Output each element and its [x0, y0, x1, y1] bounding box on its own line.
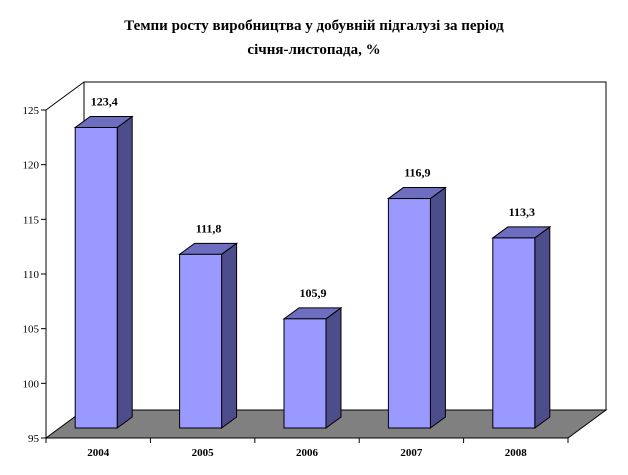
bar-front — [492, 237, 536, 429]
bar-side — [534, 225, 551, 429]
data-label: 116,9 — [404, 166, 430, 180]
x-category-label: 2004 — [87, 447, 110, 459]
y-tick-label: 105 — [23, 324, 40, 336]
data-label: 111,8 — [196, 221, 222, 235]
chart-title-line-1: Темпи росту виробництва у добувній підга… — [124, 18, 504, 34]
x-category-label: 2007 — [400, 447, 423, 459]
y-tick-label: 125 — [23, 105, 40, 117]
chart-title-line-2: січня-листопада, % — [247, 42, 381, 58]
y-tick-label: 95 — [28, 433, 40, 445]
bar-front — [387, 198, 431, 429]
data-label: 113,3 — [509, 205, 535, 219]
x-category-label: 2008 — [505, 447, 528, 459]
x-category-label: 2006 — [296, 447, 319, 459]
bar-side — [221, 242, 238, 429]
bar-front — [283, 318, 327, 429]
bar-side — [429, 186, 446, 429]
bar-side — [116, 115, 133, 429]
y-tick-label: 100 — [23, 378, 40, 390]
bar-2005 — [178, 242, 239, 429]
bar-side — [325, 306, 342, 429]
bar-front — [179, 253, 223, 429]
wall-depth-line — [45, 81, 85, 111]
y-tick-label: 120 — [23, 160, 40, 172]
x-category-label: 2005 — [192, 447, 215, 459]
bar-2006 — [282, 306, 343, 429]
y-tick-label: 110 — [23, 269, 40, 281]
bar-2008 — [491, 225, 552, 429]
data-label: 105,9 — [300, 286, 327, 300]
bar-2007 — [386, 186, 447, 429]
bar-front — [74, 126, 118, 429]
data-label: 123,4 — [91, 94, 118, 108]
y-tick-label: 115 — [23, 214, 40, 226]
bar-2004 — [73, 115, 134, 429]
